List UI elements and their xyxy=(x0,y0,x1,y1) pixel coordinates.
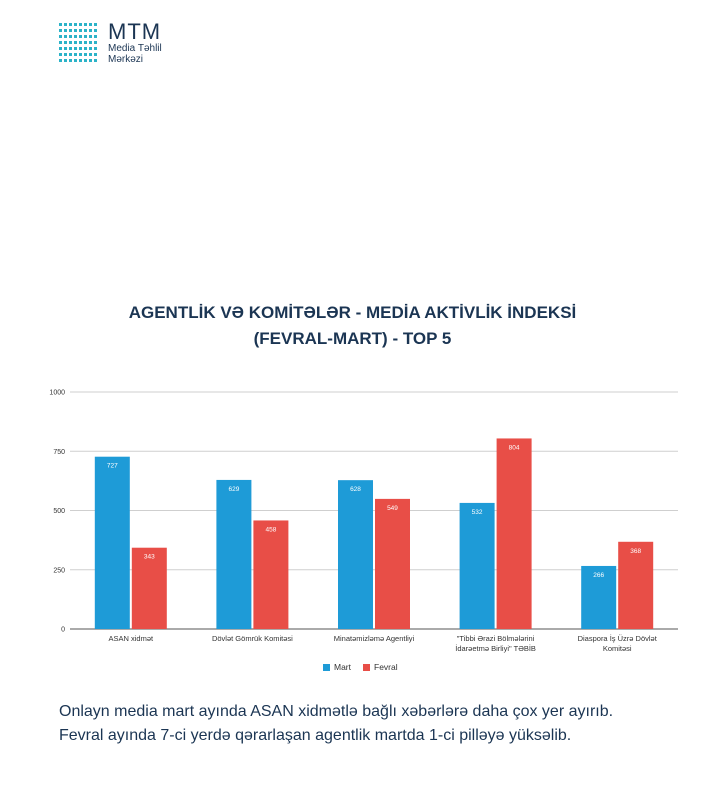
bar-chart: 0 250 500 750 1000 727 343 ASAN xidmət 629 458 Döv… xyxy=(49,390,678,672)
x-tick-label: İdarəetmə Birliyi" TƏBİB xyxy=(455,644,536,653)
chart-legend: Mart Fevral xyxy=(323,662,398,672)
bar-fevral xyxy=(253,520,289,629)
data-label: 727 xyxy=(107,463,118,470)
logo-subtitle-line1: Media Təhlil xyxy=(108,43,162,54)
bar-mart xyxy=(581,565,617,629)
legend-swatch xyxy=(363,664,370,671)
logo-name: MTM xyxy=(108,19,162,44)
data-label: 266 xyxy=(593,572,604,579)
data-label: 343 xyxy=(144,554,155,561)
x-tick-label: "Tibbi Ərazi Bölmələrini xyxy=(457,634,535,643)
x-tick-label: Dövlət Gömrük Komitəsi xyxy=(212,634,293,643)
bar-fevral xyxy=(618,541,654,629)
data-label: 629 xyxy=(228,486,239,493)
y-tick-label: 250 xyxy=(53,567,65,574)
x-tick-label: Komitəsi xyxy=(603,644,632,653)
data-label: 458 xyxy=(265,526,276,533)
y-tick-label: 0 xyxy=(61,627,65,634)
bar-fevral xyxy=(131,547,167,629)
legend-swatch xyxy=(323,664,330,671)
bar-mart xyxy=(338,480,373,629)
x-tick-label: Diaspora İş Üzrə Dövlət xyxy=(578,634,658,643)
bar-mart xyxy=(94,456,130,629)
data-label: 532 xyxy=(472,509,483,516)
bar-fevral xyxy=(375,498,410,629)
chart-bars xyxy=(94,438,654,629)
data-label: 549 xyxy=(387,505,398,512)
y-tick-label: 1000 xyxy=(49,390,65,397)
y-tick-label: 750 xyxy=(53,449,65,456)
logo: MTM Media Təhlil Mərkəzi xyxy=(59,21,162,65)
data-label: 628 xyxy=(350,486,361,493)
logo-subtitle-line2: Mərkəzi xyxy=(108,54,144,65)
chart-title-line1: AGENTLİK VƏ KOMİTƏLƏR - MEDİA AKTİVLİK İ… xyxy=(128,303,577,322)
legend-label: Mart xyxy=(334,662,352,672)
caption-line2: Fevral ayında 7-ci yerdə qərarlaşan agen… xyxy=(59,727,572,744)
chart-title: AGENTLİK VƏ KOMİTƏLƏR - MEDİA AKTİVLİK İ… xyxy=(0,300,705,352)
data-label: 804 xyxy=(509,444,520,451)
y-tick-label: 500 xyxy=(53,508,65,515)
caption-line1: Onlayn media mart ayında ASAN xidmətlə b… xyxy=(59,703,614,720)
legend-label: Fevral xyxy=(374,662,398,672)
caption: Onlayn media mart ayında ASAN xidmətlə b… xyxy=(59,700,679,748)
logo-text: MTM Media Təhlil Mərkəzi xyxy=(108,19,162,66)
bar-mart xyxy=(459,502,495,629)
chart-labels: 0 250 500 750 1000 727 343 ASAN xidmət 629 458 Döv… xyxy=(49,390,657,654)
mtm-logo-icon xyxy=(59,23,97,62)
data-label: 368 xyxy=(630,548,641,555)
chart-grid xyxy=(70,391,678,630)
chart-title-line2: (FEVRAL-MART) - TOP 5 xyxy=(253,329,452,348)
bar-mart xyxy=(216,479,252,629)
x-tick-label: ASAN xidmət xyxy=(108,634,154,643)
bar-fevral xyxy=(496,438,532,629)
x-tick-label: Minatəmizləmə Agentliyi xyxy=(334,634,415,643)
